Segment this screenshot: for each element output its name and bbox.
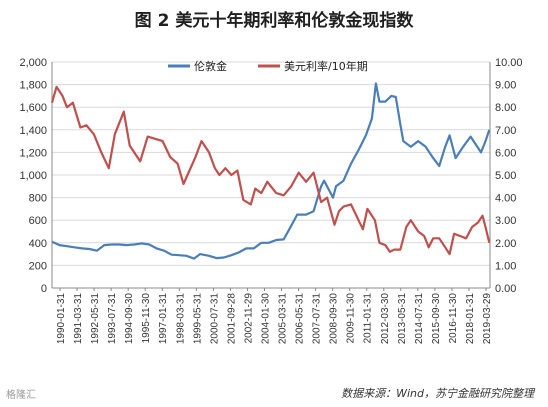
x-tick-label: 2015-09-30 — [431, 293, 442, 345]
x-axis: 1990-01-31 1991-03-31 1992-05-31 1993-07-31… — [52, 287, 493, 345]
x-tick-label: 2008-09-30 — [329, 293, 340, 345]
x-tick-label: 2018-01-31 — [465, 293, 476, 345]
right-tick-label: 4.00 — [495, 193, 516, 205]
left-tick-label: 1,600 — [19, 102, 47, 114]
x-tick-label: 2019-03-29 — [482, 293, 493, 345]
x-tick-label: 2005-03-31 — [278, 293, 289, 345]
x-tick-label: 2006-05-31 — [295, 293, 306, 345]
right-tick-label: 3.00 — [495, 215, 516, 227]
series-line-1 — [51, 82, 491, 260]
right-axis: 0.00 1.00 2.00 3.00 4.00 5.00 6.00 7.00 8.00 9.00… — [489, 57, 523, 295]
watermark-logo: 格隆汇 — [6, 390, 36, 401]
right-tick-label: 5.00 — [495, 170, 516, 182]
left-axis: 0 200 400 600 800 1,000 1,200 1,400 1,600 1,800 2,… — [19, 57, 53, 295]
series-line-2 — [50, 85, 491, 256]
x-tick-label: 1995-11-30 — [141, 293, 152, 344]
plot-series — [50, 82, 491, 260]
left-tick-label: 200 — [29, 260, 47, 272]
legend-label-2: 美元利率/10年期 — [284, 59, 368, 73]
source-note: 数据来源：Wind，苏宁金融研究院整理 — [341, 387, 534, 400]
x-tick-label: 1998-03-31 — [175, 293, 186, 345]
left-tick-label: 1,000 — [19, 170, 47, 182]
legend: 伦敦金 美元利率/10年期 — [168, 59, 368, 73]
left-tick-label: 1,200 — [19, 147, 47, 159]
right-tick-label: 6.00 — [495, 147, 516, 159]
right-tick-label: 8.00 — [495, 102, 516, 114]
x-tick-label: 2013-05-31 — [397, 293, 408, 345]
x-tick-label: 2007-07-31 — [312, 293, 323, 345]
right-tick-label: 1.00 — [495, 260, 516, 272]
x-tick-label: 1994-09-30 — [124, 293, 135, 345]
left-tick-label: 1,800 — [19, 80, 47, 92]
right-tick-label: 7.00 — [495, 125, 516, 137]
left-tick-label: 2,000 — [19, 57, 47, 69]
gridlines — [52, 61, 490, 289]
x-tick-label: 1990-01-31 — [56, 293, 67, 345]
x-tick-label: 2002-11-29 — [243, 293, 254, 344]
left-tick-label: 600 — [29, 215, 47, 227]
x-tick-label: 1997-01-31 — [158, 293, 169, 345]
x-tick-label: 2004-01-30 — [260, 293, 271, 345]
x-tick-label: 1999-05-31 — [192, 293, 203, 345]
x-tick-label: 2000-07-31 — [209, 293, 220, 345]
x-tick-label: 2009-11-30 — [346, 293, 357, 344]
x-tick-label: 1991-03-31 — [73, 293, 84, 345]
chart-title: 图 2 美元十年期利率和伦敦金现指数 — [134, 11, 414, 31]
right-tick-label: 2.00 — [495, 238, 516, 250]
x-tick-label: 1992-05-31 — [90, 293, 101, 345]
legend-label-1: 伦敦金 — [194, 59, 227, 73]
right-tick-label: 10.00 — [495, 57, 523, 69]
x-tick-label: 1993-07-31 — [107, 293, 118, 345]
x-tick-label: 2014-07-31 — [414, 293, 425, 345]
left-tick-label: 800 — [29, 193, 47, 205]
right-tick-label: 9.00 — [495, 80, 516, 92]
x-tick-label: 2012-03-30 — [380, 293, 391, 345]
x-tick-label: 2011-01-31 — [363, 293, 374, 344]
x-tick-label: 2016-11-30 — [448, 293, 459, 344]
x-tick-label: 2001-09-28 — [226, 293, 237, 345]
left-tick-label: 0 — [41, 283, 47, 295]
left-tick-label: 400 — [29, 238, 47, 250]
left-tick-label: 1,400 — [19, 125, 47, 137]
right-tick-label: 0.00 — [495, 283, 516, 295]
